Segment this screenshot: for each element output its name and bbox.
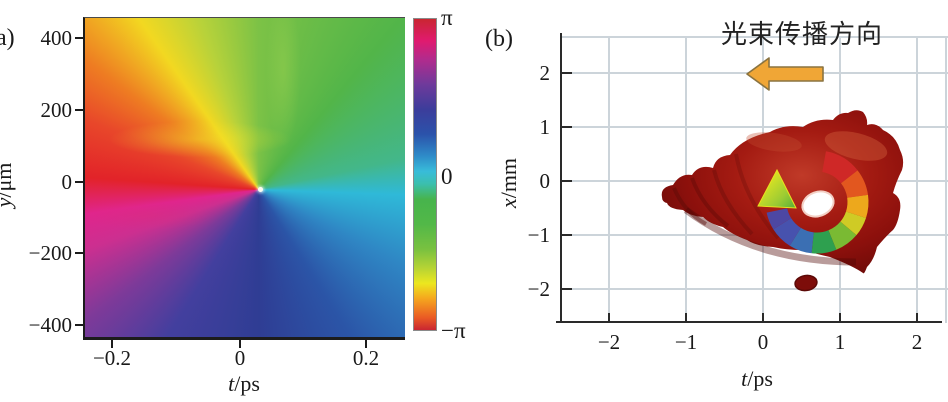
a-ytick-label: 200 xyxy=(40,98,73,122)
beam-propagation-caption: 光束传播方向 xyxy=(720,20,883,49)
b-ytick xyxy=(562,126,572,128)
a-ytick xyxy=(75,109,84,111)
a-x-axis-title: t/ps xyxy=(204,371,284,397)
b-ytick-label: 2 xyxy=(539,61,551,85)
panel-a-label: (a) xyxy=(0,25,15,51)
b-xtick-label: 1 xyxy=(834,330,846,354)
a-xtick-label: −0.2 xyxy=(92,346,132,370)
blob-ridge xyxy=(734,153,780,240)
b-y-var: x xyxy=(496,198,521,209)
isosurface-blob xyxy=(661,110,904,292)
b-xtick xyxy=(685,313,687,321)
b-y-axis-title: x/mm xyxy=(496,150,522,216)
b-xtick xyxy=(839,313,841,321)
b-ytick-label: −2 xyxy=(527,277,550,301)
b-ytick xyxy=(562,288,572,290)
a-ytick xyxy=(75,181,84,183)
a-xtick xyxy=(111,340,113,348)
b-x-axis-line xyxy=(556,321,942,323)
a-xtick xyxy=(239,340,241,348)
a-y-var: y xyxy=(0,198,16,208)
blob-ridge xyxy=(712,169,754,236)
b-ytick xyxy=(562,72,572,74)
b-gridline-h xyxy=(562,288,948,290)
a-ytick xyxy=(75,252,84,254)
b-ytick-label: −1 xyxy=(527,223,550,247)
satellite-blob xyxy=(794,274,818,292)
b-gridline-v xyxy=(608,37,610,323)
blob-highlight xyxy=(746,132,802,152)
heatmap-streaks xyxy=(85,18,405,337)
a-xtick-label: 0 xyxy=(234,346,246,370)
b-xtick xyxy=(608,313,610,321)
b-xtick-label: 2 xyxy=(911,330,923,354)
b-y-unit: /mm xyxy=(496,157,521,199)
b-ytick-label: 0 xyxy=(539,169,551,193)
a-x-unit: /ps xyxy=(234,371,260,396)
b-gridline-v xyxy=(916,37,918,323)
b-gridline-v xyxy=(945,37,947,323)
a-ytick xyxy=(75,37,84,39)
blob-shadow xyxy=(683,207,857,266)
a-x-var: t xyxy=(228,371,235,396)
b-gridline-h xyxy=(562,126,948,128)
blob-highlight xyxy=(824,131,888,161)
blob-ridge xyxy=(690,177,730,228)
a-ytick-label: −400 xyxy=(28,313,72,337)
a-y-unit: /μm xyxy=(0,162,16,198)
vortex-singularity-dot xyxy=(258,187,263,192)
a-ytick xyxy=(75,324,84,326)
b-x-var: t xyxy=(741,366,748,391)
b-xtick-label: −2 xyxy=(597,330,621,354)
b-xtick-label: 0 xyxy=(757,330,769,354)
colorbar-label-pi: π xyxy=(441,5,453,30)
b-xtick-label: −1 xyxy=(674,330,698,354)
blob-hole xyxy=(801,190,835,218)
b-x-axis-title: t/ps xyxy=(717,366,797,392)
propagation-arrow-icon xyxy=(746,57,824,91)
colorbar-label-zero: 0 xyxy=(441,164,453,189)
rotation-ring-arrow xyxy=(766,151,869,254)
b-xtick xyxy=(916,313,918,321)
a-ytick-label: −200 xyxy=(28,241,72,265)
phase-colorbar xyxy=(413,18,437,331)
blob-ridge xyxy=(672,187,707,226)
a-xtick xyxy=(365,340,367,348)
b-y-axis-line xyxy=(560,33,562,323)
panel-b-label: (b) xyxy=(485,26,513,52)
a-y-axis-title: y/μm xyxy=(0,153,17,217)
a-ytick-label: 400 xyxy=(40,26,73,50)
b-x-unit: /ps xyxy=(747,366,773,391)
a-xtick-label: 0.2 xyxy=(352,346,380,370)
a-ytick-label: 0 xyxy=(61,170,73,194)
rotation-arrowhead xyxy=(757,168,797,209)
phase-heatmap xyxy=(83,17,405,340)
b-ytick xyxy=(562,180,572,182)
colorbar-label-minus-pi: −π xyxy=(441,318,466,343)
b-gridline-h xyxy=(562,36,948,38)
b-ytick xyxy=(562,234,572,236)
b-xtick xyxy=(762,313,764,321)
b-ytick-label: 1 xyxy=(539,115,551,139)
